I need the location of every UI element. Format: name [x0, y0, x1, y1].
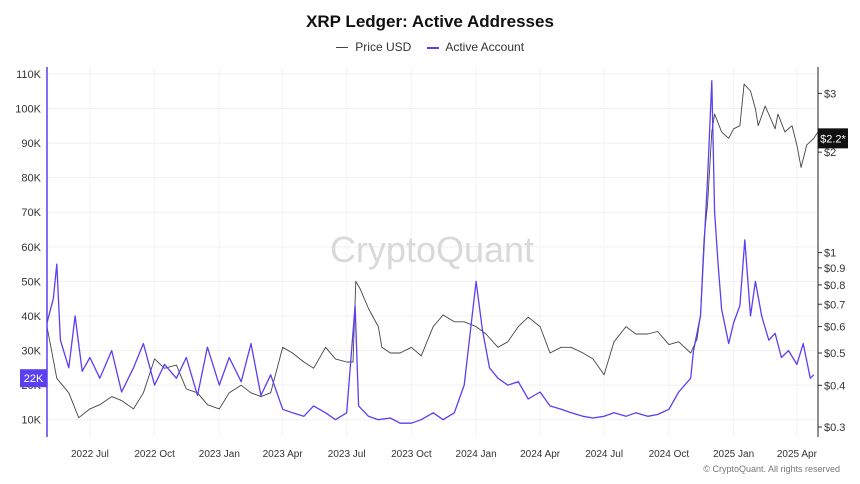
x-tick-label-5: 2023 Oct — [391, 449, 432, 460]
x-tick-label-8: 2024 Jul — [585, 449, 623, 460]
left-tick-label-3: 40K — [21, 311, 41, 323]
right-tick-label-1: $0.4 — [824, 380, 845, 392]
legend-label-active: Active Account — [445, 40, 525, 54]
legend-swatch-price — [335, 47, 348, 49]
left-tick-label-6: 70K — [21, 207, 41, 219]
left-tick-label-5: 60K — [21, 242, 41, 254]
legend-label-price: Price USD — [355, 40, 412, 54]
right-tick-label-8: $2 — [824, 147, 836, 159]
copyright-note: © CryptoQuant. All rights reserved — [703, 464, 840, 474]
legend-item-price[interactable]: Price USD — [335, 40, 412, 54]
right-current-badge — [818, 128, 848, 149]
x-tick-label-1: 2022 Oct — [134, 449, 175, 460]
x-tick-label-10: 2025 Jan — [713, 449, 754, 460]
right-tick-label-0: $0.3 — [824, 422, 845, 434]
chart-title: XRP Ledger: Active Addresses — [306, 12, 554, 31]
left-tick-label-2: 30K — [21, 346, 41, 358]
left-tick-label-8: 90K — [21, 138, 41, 150]
right-tick-label-2: $0.5 — [824, 348, 845, 360]
left-current-label: 22K — [24, 373, 44, 385]
x-tick-label-3: 2023 Apr — [263, 449, 304, 460]
chart-legend: Price USD Active Account — [0, 40, 860, 54]
x-tick-label-4: 2023 Jul — [328, 449, 366, 460]
right-tick-label-3: $0.6 — [824, 322, 845, 334]
series-line-active-account — [46, 80, 815, 424]
right-tick-label-4: $0.7 — [824, 299, 845, 311]
x-tick-label-7: 2024 Apr — [520, 449, 561, 460]
left-tick-label-4: 50K — [21, 276, 41, 288]
left-tick-label-7: 80K — [21, 173, 41, 185]
x-tick-label-0: 2022 Jul — [71, 449, 109, 460]
axes: 10K20K30K40K50K60K70K80K90K100K110K2022 … — [15, 67, 848, 460]
grid-lines — [47, 67, 818, 437]
x-tick-label-2: 2023 Jan — [199, 449, 240, 460]
x-tick-label-11: 2025 Apr — [777, 449, 818, 460]
right-current-label: $2.2* — [820, 133, 846, 145]
right-tick-label-6: $0.9 — [824, 263, 845, 275]
left-current-badge — [20, 369, 47, 388]
series-line-price — [46, 83, 819, 419]
right-tick-label-9: $3 — [824, 88, 836, 100]
x-tick-label-6: 2024 Jan — [456, 449, 497, 460]
series-layer — [46, 80, 819, 424]
right-tick-label-7: $1 — [824, 248, 836, 260]
legend-item-active[interactable]: Active Account — [426, 40, 525, 54]
x-tick-label-9: 2024 Oct — [649, 449, 690, 460]
legend-swatch-active — [426, 46, 439, 49]
right-tick-label-5: $0.8 — [824, 280, 845, 292]
left-tick-label-10: 110K — [16, 69, 42, 81]
left-tick-label-9: 100K — [15, 103, 41, 115]
left-tick-label-0: 10K — [21, 415, 41, 427]
watermark: CryptoQuant — [330, 229, 534, 270]
